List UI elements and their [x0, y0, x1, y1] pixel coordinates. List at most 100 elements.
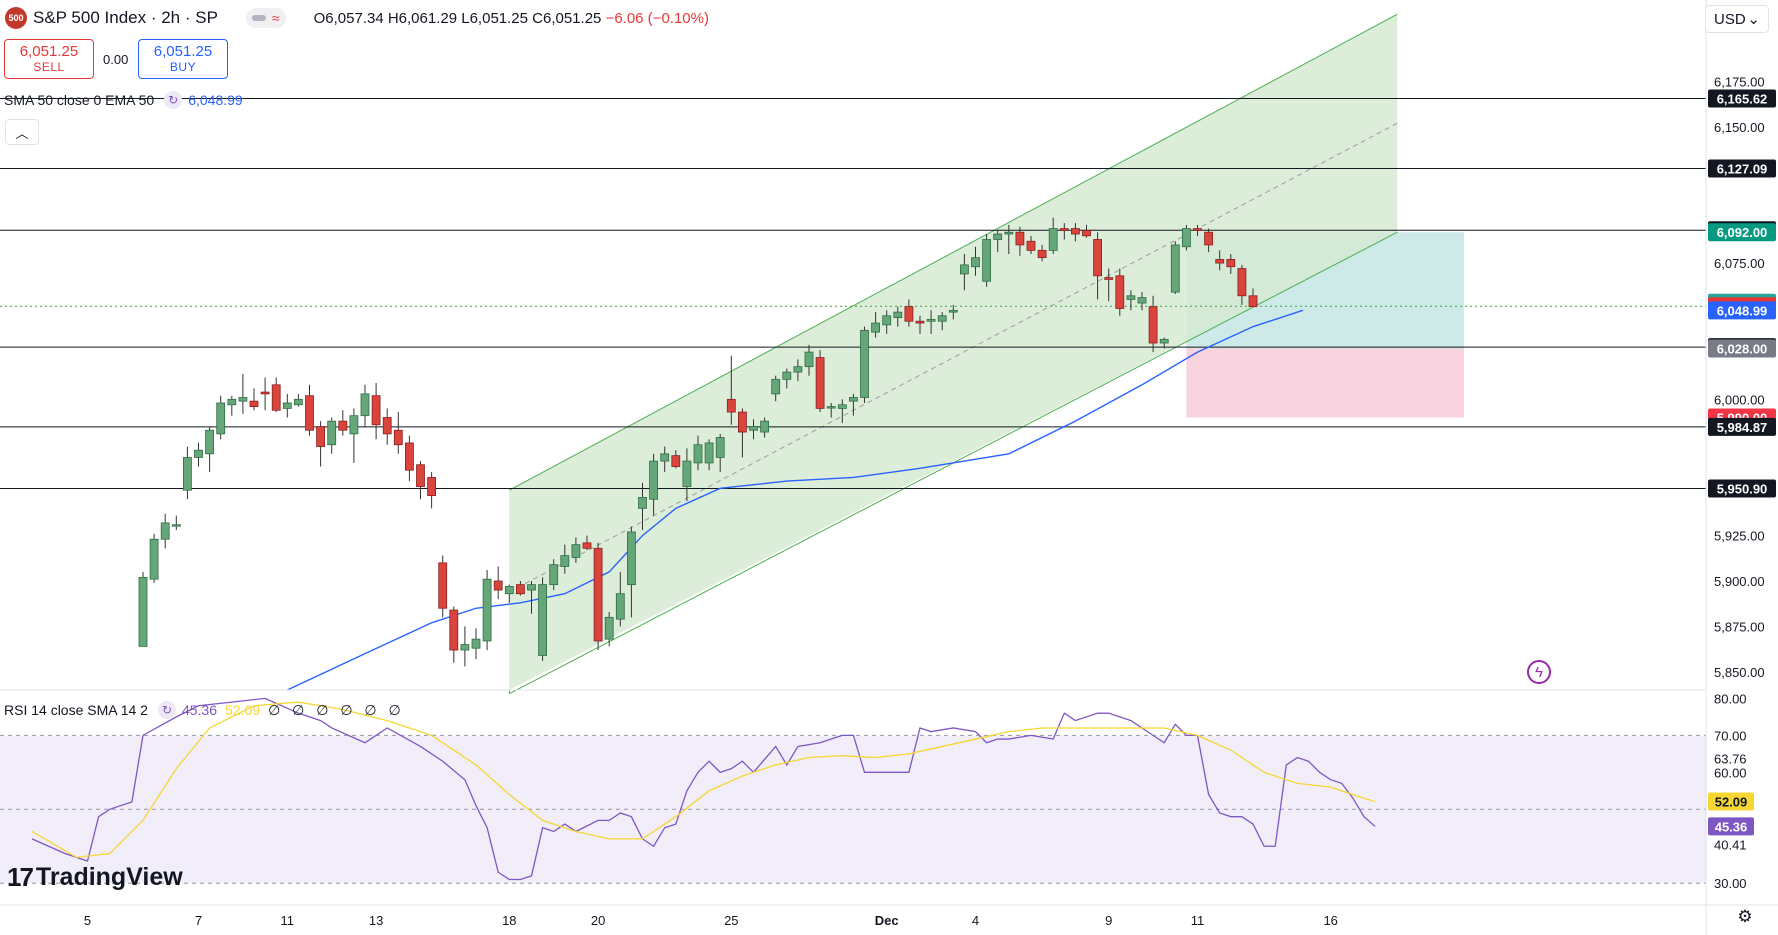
refresh-icon[interactable]: ↻	[157, 701, 176, 719]
market-status-pill[interactable]: ≈	[245, 8, 286, 28]
candle	[982, 234, 991, 287]
chevron-down-icon: ⌄	[1747, 11, 1760, 28]
candle-body	[593, 547, 603, 642]
candle	[849, 393, 858, 416]
refresh-icon[interactable]: ↻	[164, 91, 183, 109]
candle	[516, 581, 525, 596]
candle	[171, 515, 181, 531]
candle	[1037, 244, 1047, 262]
candle	[1170, 241, 1180, 294]
candle-body	[216, 402, 226, 435]
time-tick-label: 18	[502, 913, 516, 928]
flash-icon[interactable]: ϟ	[1527, 660, 1551, 684]
candle	[1071, 223, 1080, 242]
candle	[1248, 288, 1258, 308]
candle	[915, 315, 925, 334]
rsi-label-text: 52.09	[1715, 795, 1748, 810]
sell-button[interactable]: 6,051.25 SELL	[4, 39, 94, 79]
buy-button[interactable]: 6,051.25 BUY	[138, 39, 228, 79]
candle	[1137, 292, 1147, 311]
price-label-text: 5,950.90	[1717, 482, 1768, 497]
candle-body	[948, 309, 958, 313]
candle	[1004, 224, 1014, 254]
candle-body	[804, 351, 814, 368]
candle	[493, 566, 503, 600]
candle-body	[382, 417, 392, 435]
candle	[393, 412, 403, 454]
candle	[205, 426, 215, 472]
candle	[227, 395, 237, 416]
rsi-legend[interactable]: RSI 14 close SMA 14 2 ↻ 45.36 52.09 ∅ ∅ …	[4, 701, 405, 719]
candle	[1026, 235, 1036, 254]
candle-body	[1015, 231, 1025, 246]
price-label-text: 6,127.09	[1717, 161, 1768, 176]
candle-body	[1104, 277, 1114, 280]
candle-body	[893, 311, 903, 318]
candle-body	[460, 644, 470, 651]
candle-body	[338, 420, 348, 431]
candle	[904, 299, 914, 327]
candle	[438, 555, 448, 618]
candle-body	[1159, 338, 1169, 344]
time-tick-label: 13	[369, 913, 383, 928]
candle-body	[982, 239, 991, 282]
price-label-tag	[1708, 89, 1776, 108]
symbol-title[interactable]: S&P 500 Index · 2h · SP	[33, 8, 218, 27]
candle	[627, 526, 636, 618]
price-tick-label: 6,075.00	[1714, 256, 1765, 271]
candle	[382, 408, 392, 445]
candle	[837, 399, 847, 423]
currency-selector[interactable]: USD ⌄	[1705, 5, 1769, 33]
candle	[260, 377, 270, 411]
candle	[871, 312, 880, 338]
candle	[1182, 224, 1191, 251]
candle-body	[771, 378, 781, 395]
candle	[715, 433, 725, 472]
symbol-badge[interactable]: 500	[5, 7, 27, 29]
candle-body	[305, 395, 314, 431]
candle	[682, 448, 692, 502]
channel-upper-line	[509, 13, 1398, 491]
rsi-tick-label: 30.00	[1714, 876, 1747, 891]
rsi-legend-value: 45.36	[181, 702, 218, 718]
candle-body	[671, 455, 681, 467]
gear-icon[interactable]: ⚙	[1737, 907, 1753, 926]
candle-body	[604, 616, 614, 640]
tradingview-logo[interactable]: 17 TradingView	[7, 862, 183, 893]
sma-legend[interactable]: SMA 50 close 0 EMA 50 ↻ 6,048.99	[4, 91, 243, 109]
candle-body	[693, 444, 703, 464]
candle	[427, 472, 437, 509]
candle-body	[393, 429, 403, 446]
candle-body	[293, 398, 303, 406]
candle	[693, 435, 703, 471]
candle-body	[449, 609, 459, 651]
price-label-text: 6,165.62	[1717, 91, 1768, 106]
candle	[216, 395, 226, 440]
tradingview-wordmark: TradingView	[35, 863, 183, 891]
collapse-legend-button[interactable]: ︿	[5, 119, 39, 145]
candle	[1193, 224, 1202, 236]
ohlc-readout: O6,057.34 H6,061.29 L6,051.25 C6,051.25 …	[314, 10, 709, 27]
candle	[238, 373, 248, 414]
candle-body	[915, 320, 925, 324]
candle-body	[1071, 228, 1080, 235]
candle	[282, 393, 292, 418]
candle-body	[815, 357, 825, 409]
price-label-text: 6,048.99	[1717, 303, 1768, 318]
candle	[482, 570, 492, 651]
candle	[638, 482, 647, 531]
candle-body	[482, 578, 492, 642]
candle	[138, 571, 148, 647]
spread-value: 0.00	[103, 52, 129, 67]
candle	[960, 254, 969, 291]
candle	[893, 306, 903, 327]
candle	[371, 382, 381, 440]
price-label-tag	[1708, 223, 1776, 242]
candle-body	[527, 584, 536, 591]
candle	[860, 326, 869, 403]
status-dot-icon	[251, 15, 266, 21]
candle	[749, 419, 758, 440]
price-label-tag	[1708, 301, 1776, 320]
candle	[182, 446, 192, 500]
